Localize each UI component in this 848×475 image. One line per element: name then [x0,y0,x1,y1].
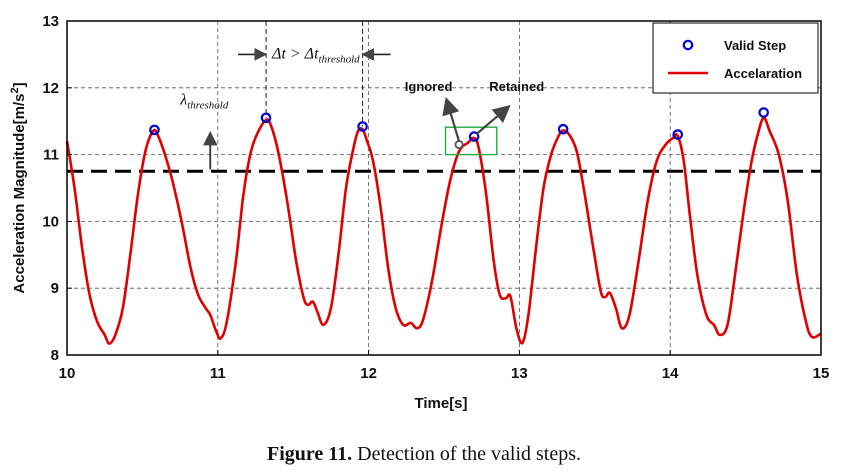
x-tick-label: 10 [59,365,76,382]
series-layer [65,116,822,345]
legend-acceleration-label: Accelaration [724,66,802,81]
chart: λthreshold Δt > Δtthreshold Ignored Retaine… [9,13,829,412]
annotations: λthreshold Δt > Δtthreshold Ignored Retaine… [179,21,544,170]
valid-step-point [357,121,368,132]
x-tick-label: 13 [511,365,528,382]
x-tick-label: 14 [662,365,679,382]
y-tick-label: 11 [43,147,59,164]
y-axis-label: Acceleration Magnitude[m/s2] [9,82,28,293]
valid-step-point [758,107,769,118]
legend-valid-step-marker [682,39,694,51]
x-tick-label: 11 [210,365,226,382]
figure-caption: Figure 11. Detection of the valid steps. [0,443,848,466]
ignored-arrow [442,96,461,142]
valid-step-point [468,131,480,142]
x-axis-label: Time[s] [414,395,467,412]
retained-arrow [475,104,511,136]
valid-step-point [672,129,684,140]
ignored-label: Ignored [405,79,453,94]
valid-step-point [149,124,160,136]
legend-valid-step-label: Valid Step [724,38,786,53]
caption-text: Detection of the valid steps. [352,443,581,465]
highlight-box [444,126,498,156]
y-tick-label: 12 [42,80,59,97]
legend: Valid Step Accelaration [652,22,819,94]
tick-labels: 10 11 12 13 14 15 8 9 10 11 12 13 [42,13,829,382]
delta-t-label: Δt > Δtthreshold [271,45,360,65]
x-tick-label: 12 [360,365,377,382]
valid-step-point [557,123,569,135]
y-tick-label: 9 [51,280,59,297]
caption-label: Figure 11. [266,443,353,465]
lambda-threshold-label: λthreshold [179,92,229,112]
retained-label: Retained [489,79,544,94]
y-tick-label: 13 [42,13,59,30]
x-tick-label: 15 [813,365,830,382]
acceleration-line [65,116,822,345]
ignored-point [454,140,464,150]
y-tick-label: 10 [42,213,59,230]
valid-step-markers [149,107,769,142]
plot-frame [66,20,822,356]
legend-box [652,22,819,94]
y-tick-label: 8 [51,347,59,364]
